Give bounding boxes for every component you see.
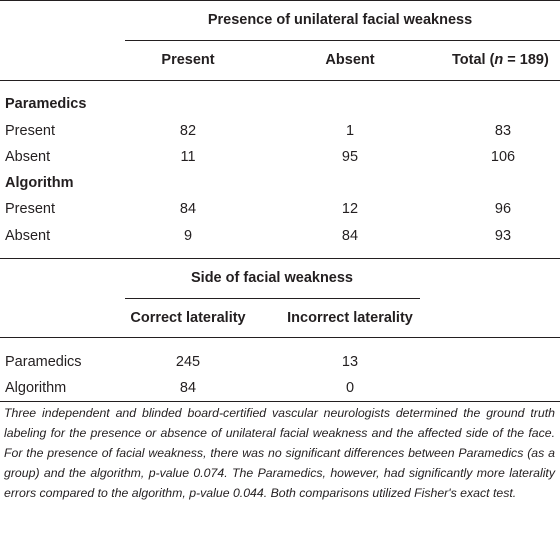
cell-total: 96: [494, 201, 512, 217]
cell-total: 106: [490, 149, 516, 165]
row-label: Paramedics: [5, 354, 82, 370]
cell-present: 82: [179, 123, 197, 139]
section-title-algorithm: Algorithm: [5, 175, 74, 191]
cell-absent: 84: [341, 228, 359, 244]
table2-header-rule: [0, 337, 560, 338]
table2-group-rule: [125, 298, 420, 299]
col-header-incorrect: Incorrect laterality: [287, 310, 413, 326]
table2-bottom-rule: [0, 401, 560, 402]
cell-correct: 245: [175, 354, 201, 370]
col-header-present: Present: [161, 52, 215, 68]
row-label: Absent: [5, 149, 51, 165]
cell-absent: 12: [341, 201, 359, 217]
section-title-paramedics: Paramedics: [5, 96, 87, 112]
row-label: Present: [5, 201, 55, 217]
table1-group-header: Presence of unilateral facial weakness: [207, 12, 473, 28]
cell-absent: 1: [345, 123, 355, 139]
cell-absent: 95: [341, 149, 359, 165]
col-header-correct: Correct laterality: [130, 310, 246, 326]
cell-total: 93: [494, 228, 512, 244]
col-header-absent: Absent: [325, 52, 375, 68]
cell-incorrect: 13: [341, 354, 359, 370]
row-label: Present: [5, 123, 55, 139]
table1-top-rule: [0, 0, 560, 1]
row-label: Algorithm: [5, 380, 67, 396]
table1-group-rule: [125, 40, 560, 41]
cell-present: 84: [179, 201, 197, 217]
cell-total: 83: [494, 123, 512, 139]
cell-correct: 84: [179, 380, 197, 396]
table-footnote: Three independent and blinded board-cert…: [4, 406, 555, 500]
table2-group-header: Side of facial weakness: [191, 270, 353, 286]
cell-incorrect: 0: [345, 380, 355, 396]
table1-header-rule: [0, 80, 560, 81]
table2-top-rule: [0, 258, 560, 259]
col-header-total: Total (n = 189): [452, 52, 549, 68]
row-label: Absent: [5, 228, 51, 244]
cell-present: 11: [180, 149, 196, 165]
cell-present: 9: [183, 228, 193, 244]
